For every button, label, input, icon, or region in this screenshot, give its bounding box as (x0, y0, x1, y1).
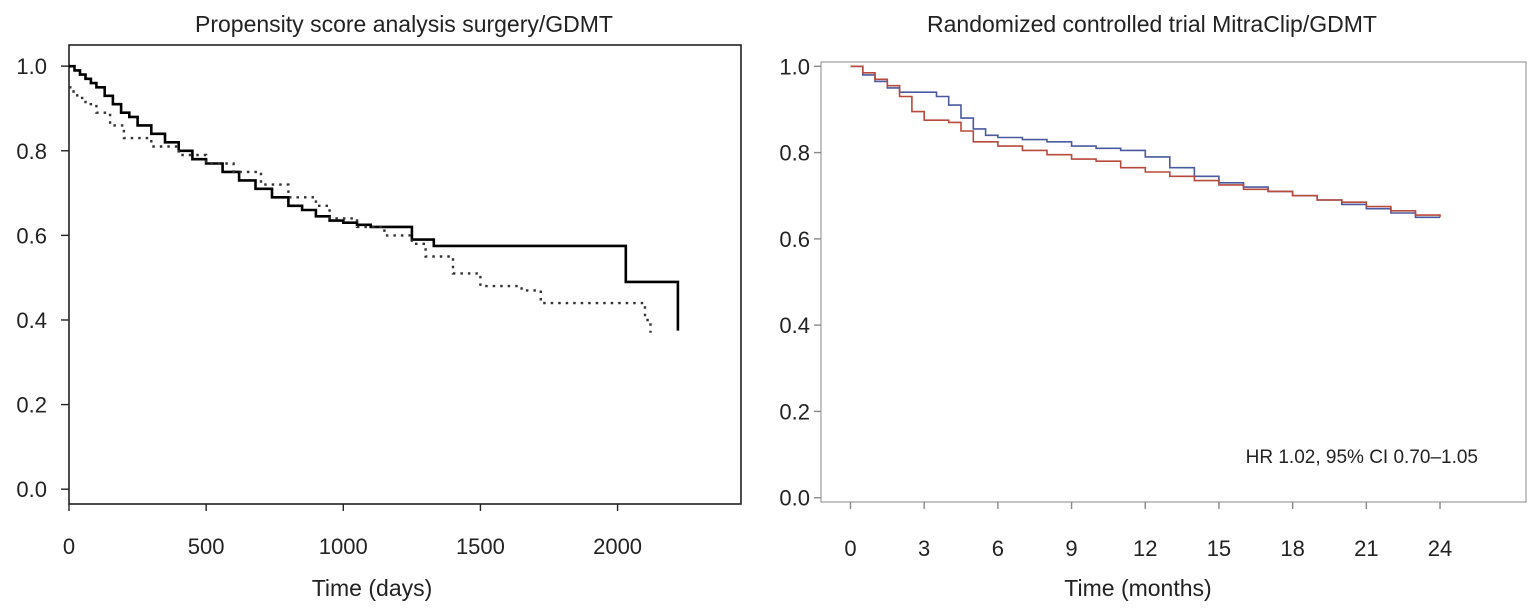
chart-right-hr-annotation: HR 1.02, 95% CI 0.70–1.05 (1246, 447, 1478, 468)
chart-right-frame (820, 61, 1527, 503)
chart-left-title: Propensity score analysis surgery/GDMT (195, 11, 613, 37)
chart-left-x-axis-label: Time (days) (312, 575, 433, 601)
chart-left-series (69, 64, 680, 333)
chart-right-title: Randomized controlled trial MitraClip/GD… (927, 11, 1377, 37)
chart-left-x-tick-label: 1500 (456, 534, 505, 559)
chart-right-y-tick-label: 0.6 (779, 227, 810, 252)
chart-left-y-tick-label: 0.6 (16, 223, 47, 248)
chart-left-x-tick-label: 500 (188, 534, 225, 559)
chart-right-rct: Randomized controlled trial MitraClip/GD… (779, 11, 1527, 601)
chart-right-x-tick-label: 0 (844, 536, 856, 561)
chart-right-x-tick-label: 15 (1207, 536, 1231, 561)
chart-left-x-tick-label: 1000 (319, 534, 368, 559)
chart-left-y-tick-label: 0.2 (16, 393, 47, 418)
chart-right-x-axis-label: Time (months) (1064, 575, 1211, 601)
chart-left-x-tick-label: 2000 (593, 534, 642, 559)
chart-right-y-tick-label: 1.0 (779, 54, 810, 79)
chart-left-x-tick-label: 0 (63, 534, 75, 559)
chart-left-y-tick-label: 1.0 (16, 54, 47, 79)
chart-right-series-line-1 (850, 65, 1440, 219)
chart-left-series-line-2 (69, 86, 652, 333)
chart-right-x-tick-label: 18 (1280, 536, 1304, 561)
chart-left-y-tick-label: 0.4 (16, 308, 47, 333)
chart-right-x-tick-label: 21 (1354, 536, 1378, 561)
chart-left-y-tick-label: 0.8 (16, 139, 47, 164)
chart-right-series-line-2 (850, 65, 1441, 218)
chart-right-axes: 0 3 6 9 12 15 18 21 24 0.0 0.2 0.4 0.6 0.8 1.0 (779, 54, 1452, 561)
chart-left-propensity: Propensity score analysis surgery/GDMT 0… (16, 11, 742, 601)
chart-left-series-line-1 (69, 64, 680, 331)
chart-left-axes: 0 500 1000 1500 2000 0.0 0.2 0.4 0.6 0.8 1.0 (16, 54, 642, 559)
chart-right-series (850, 65, 1441, 219)
chart-left-frame (68, 44, 742, 505)
chart-right-y-tick-label: 0.2 (779, 399, 810, 424)
chart-right-y-tick-label: 0.0 (779, 486, 810, 511)
chart-right-x-tick-label: 9 (1065, 536, 1077, 561)
chart-right-y-tick-label: 0.8 (779, 141, 810, 166)
chart-left-y-tick-label: 0.0 (16, 477, 47, 502)
chart-right-y-tick-label: 0.4 (779, 313, 810, 338)
chart-right-x-tick-label: 6 (992, 536, 1004, 561)
chart-right-x-tick-label: 3 (918, 536, 930, 561)
chart-right-x-tick-label: 12 (1133, 536, 1157, 561)
chart-right-x-tick-label: 24 (1428, 536, 1452, 561)
